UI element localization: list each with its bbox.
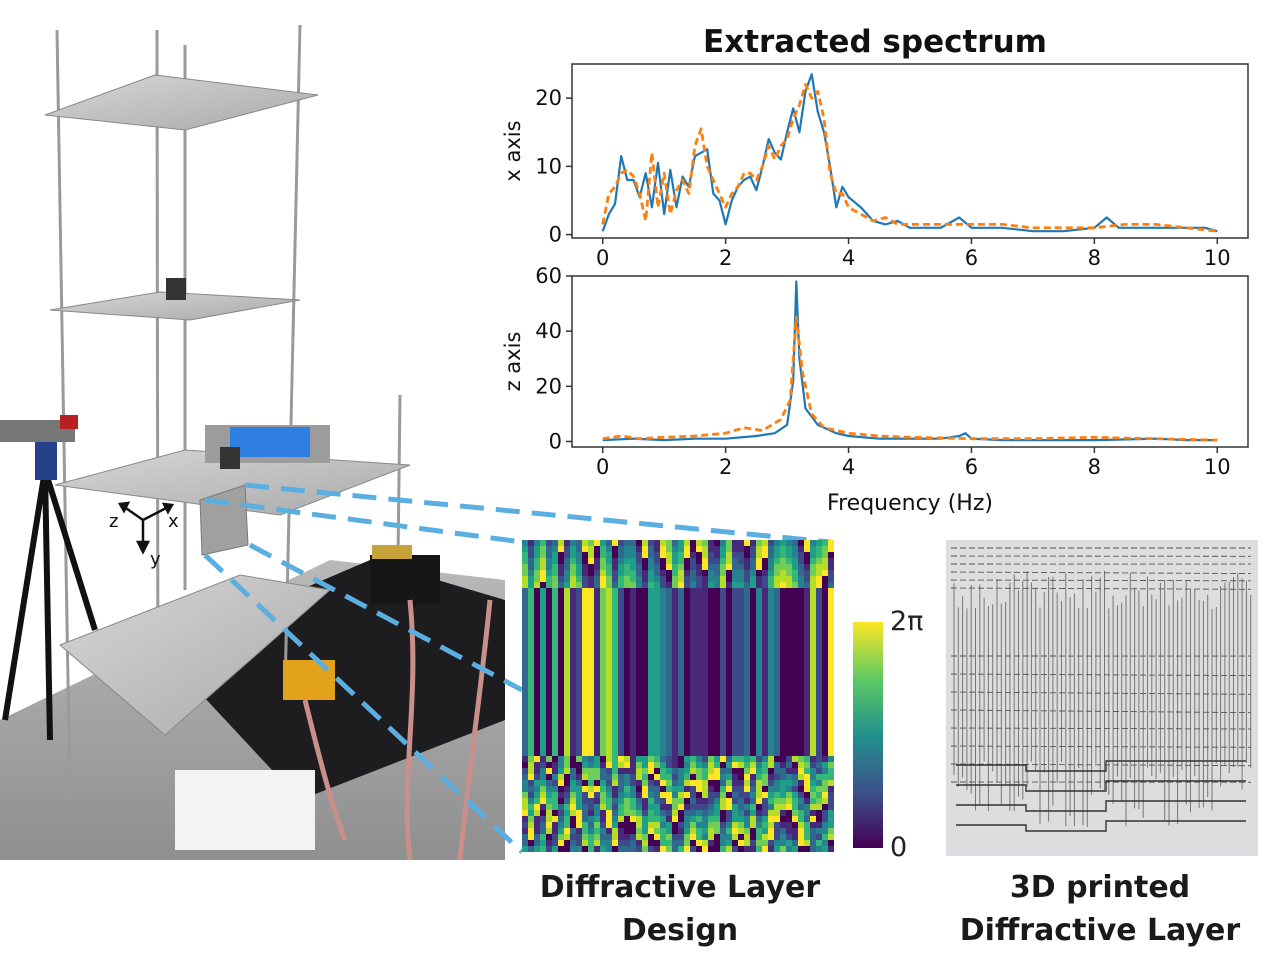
- y-tick-label: 40: [535, 319, 562, 343]
- plot-frame: [571, 63, 1249, 239]
- tripod: [2, 469, 98, 741]
- x-tick-label: 4: [842, 455, 855, 479]
- caption-printed: 3D printed Diffractive Layer: [930, 866, 1263, 952]
- x-tick-label: 0: [596, 246, 609, 270]
- y-tick-label: 60: [535, 264, 562, 288]
- chart-x-axis: 0 2 4 6 8 10 0 10 20 x axis: [501, 63, 1249, 270]
- colorbar: [853, 622, 883, 848]
- series-line-2: [601, 83, 1218, 233]
- top-plate: [44, 74, 319, 131]
- y-tick-label: 10: [535, 154, 562, 178]
- caption-design-line2: Design: [621, 913, 739, 948]
- x-tick-label: 4: [842, 246, 855, 270]
- series-line-1: [602, 280, 1218, 442]
- x-tick-label: 10: [1204, 455, 1231, 479]
- y-tick-label: 20: [535, 86, 562, 110]
- accelerometer-bottom: [283, 660, 335, 700]
- caption-design-line1: Diffractive Layer: [539, 870, 821, 905]
- x-tick-label: 2: [719, 246, 732, 270]
- x-tick-label: 6: [965, 455, 978, 479]
- setup-photo: z x y: [0, 24, 505, 860]
- y-tick-label: 0: [549, 223, 562, 247]
- accelerometer-top: [370, 555, 440, 605]
- second-plate: [49, 291, 301, 321]
- y-tick-label: 20: [535, 374, 562, 398]
- sensor-block: [166, 278, 186, 300]
- x-tick-label: 10: [1204, 246, 1231, 270]
- axis-label-z: z: [109, 511, 118, 532]
- colorbar-max-label: 2π: [890, 606, 924, 637]
- caption-printed-line2: Diffractive Layer: [959, 913, 1241, 948]
- white-block: [175, 770, 315, 850]
- chart-z-axis: 0 2 4 6 8 10 0 20 40 60 z axis: [501, 264, 1249, 479]
- printed-diffractive-layer-photo: [946, 540, 1258, 856]
- y-axis-label: z axis: [501, 332, 525, 392]
- y-tick-label: 0: [549, 429, 562, 453]
- x-tick-label: 2: [719, 455, 732, 479]
- plot-frame: [571, 275, 1249, 448]
- x-tick-label: 6: [965, 246, 978, 270]
- axis-label-y: y: [150, 549, 161, 570]
- caption-printed-line1: 3D printed: [1009, 870, 1191, 905]
- caption-design: Diffractive Layer Design: [510, 866, 850, 952]
- x-tick-label: 8: [1088, 246, 1101, 270]
- colorbar-min-label: 0: [890, 832, 908, 863]
- axes-indicator: [117, 501, 175, 555]
- axis-label-x: x: [168, 511, 179, 532]
- chart-title: Extracted spectrum: [703, 24, 1047, 60]
- camera-mount: [35, 440, 57, 480]
- x-axis-label: Frequency (Hz): [827, 491, 993, 516]
- y-axis-label: x axis: [501, 120, 525, 181]
- x-tick-label: 0: [596, 455, 609, 479]
- series-line-2: [602, 315, 1218, 442]
- blue-tape: [230, 427, 310, 457]
- diffractive-layer-design-image: [522, 540, 834, 852]
- series-line-1: [601, 73, 1218, 233]
- x-tick-label: 8: [1088, 455, 1101, 479]
